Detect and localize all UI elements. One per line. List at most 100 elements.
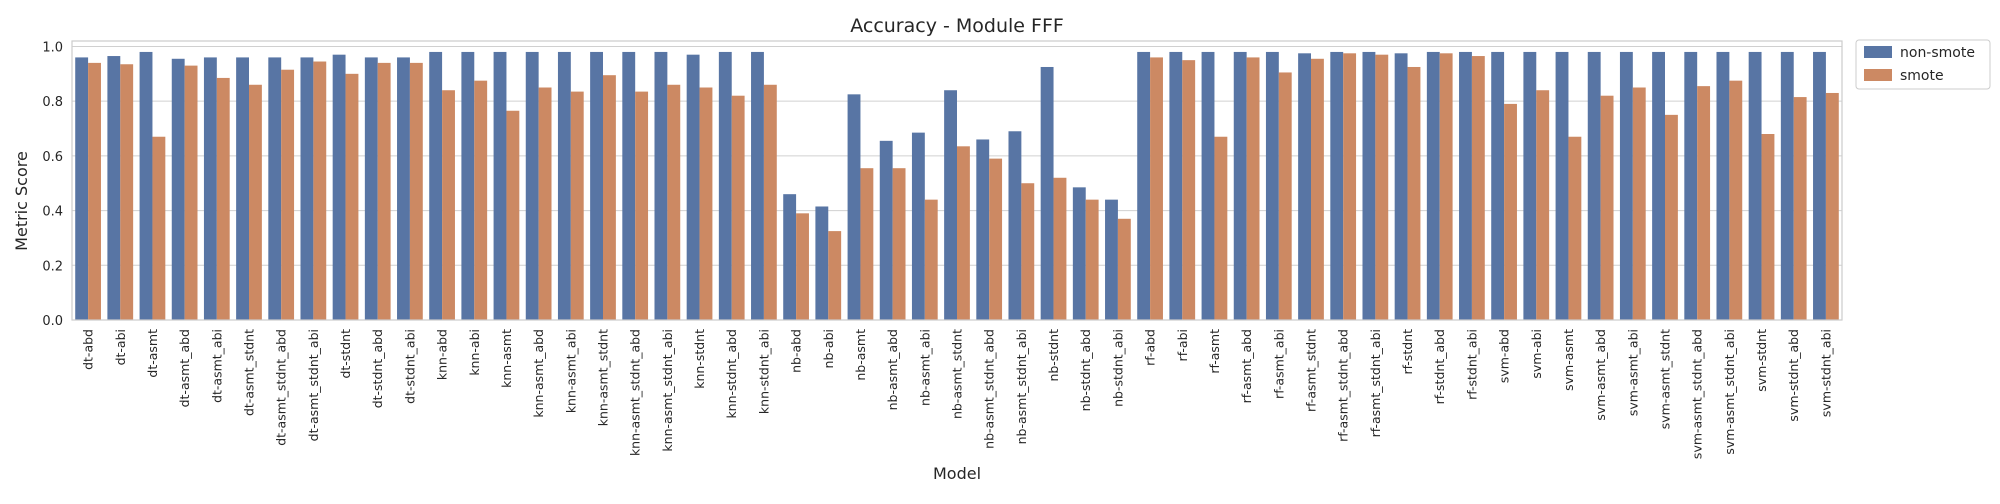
bar-non-smote-dt-stdnt_abi (397, 57, 410, 320)
x-tick-label: dt-asmt_stdnt_abi (306, 329, 321, 441)
y-tick-label: 0.0 (42, 314, 63, 329)
bar-non-smote-knn-abi (461, 51, 475, 321)
bar-non-smote-rf-abi (1169, 51, 1183, 321)
legend-label-smote: smote (1900, 68, 1944, 84)
bar-non-smote-dt-asmt_stdnt_abi (300, 57, 314, 320)
y-tick-label: 1.0 (42, 40, 63, 55)
y-axis-label: Metric Score (12, 151, 31, 251)
bar-non-smote-dt-asmt_abd (171, 58, 185, 320)
bar-non-smote-svm-asmt_stdnt (1652, 51, 1665, 321)
bar-non-smote-dt-abd (75, 57, 89, 320)
bar-smote-rf-stdnt_abd (1439, 53, 1453, 320)
bar-smote-knn-abi (474, 80, 488, 320)
x-tick-label: svm-asmt_stdnt (1658, 329, 1673, 429)
bar-smote-svm-abi (1536, 90, 1550, 320)
bar-smote-nb-abi (828, 231, 842, 320)
bar-non-smote-svm-asmt_abi (1619, 51, 1633, 321)
bar-non-smote-rf-stdnt_abd (1426, 51, 1440, 321)
bar-non-smote-dt-stdnt_abd (364, 57, 378, 320)
bar-non-smote-dt-stdnt (332, 54, 346, 320)
bar-non-smote-rf-stdnt_abi (1459, 51, 1472, 321)
bar-smote-dt-asmt_stdnt_abd (281, 69, 295, 321)
bar-smote-rf-asmt_abd (1246, 57, 1260, 320)
bar-smote-knn-asmt_stdnt_abi (667, 84, 681, 320)
bar-non-smote-nb-stdnt (1040, 66, 1054, 320)
x-tick-label: svm-asmt (1561, 329, 1576, 391)
bar-smote-dt-asmt_abd (184, 65, 198, 320)
bar-non-smote-knn-stdnt_abi (751, 51, 764, 321)
x-tick-label: knn-asmt_stdnt_abd (628, 329, 643, 456)
x-tick-label: knn-stdnt_abd (724, 329, 739, 419)
bar-non-smote-svm-asmt_abd (1587, 51, 1601, 321)
bar-smote-dt-stdnt_abd (377, 62, 391, 320)
legend: non-smote smote (1855, 39, 1991, 90)
bar-smote-dt-asmt_abi (216, 77, 230, 320)
legend-swatch-non-smote (1864, 46, 1892, 58)
bar-smote-dt-stdnt (345, 73, 359, 320)
x-tick-label: rf-asmt (1207, 329, 1222, 374)
bar-smote-dt-asmt (152, 136, 166, 320)
bar-non-smote-svm-asmt_stdnt_abd (1684, 51, 1698, 321)
x-tick-label: rf-asmt_stdnt_abd (1336, 329, 1351, 442)
bar-non-smote-dt-asmt_abi (203, 57, 217, 320)
x-tick-label: nb-stdnt_abd (1078, 329, 1093, 411)
bar-smote-dt-abi (120, 64, 134, 320)
bar-non-smote-dt-asmt (139, 51, 153, 321)
bar-non-smote-knn-asmt_abd (525, 51, 539, 321)
x-tick-label: dt-stdnt_abi (402, 329, 417, 404)
x-tick-label: nb-stdnt (1046, 329, 1061, 382)
bar-smote-knn-asmt_abd (538, 87, 552, 320)
bar-smote-rf-abd (1150, 57, 1163, 320)
x-tick-label: svm-stdnt (1754, 329, 1769, 392)
bar-non-smote-knn-asmt_abi (557, 51, 571, 321)
bar-non-smote-knn-asmt_stdnt_abi (654, 51, 668, 321)
x-tick-label: svm-abi (1529, 329, 1544, 379)
x-tick-label: dt-abd (81, 329, 96, 370)
x-tick-label: rf-asmt_stdnt (1304, 329, 1319, 412)
bar-non-smote-svm-stdnt (1748, 51, 1762, 321)
bar-smote-svm-abd (1504, 103, 1517, 320)
x-tick-label: rf-abd (1143, 329, 1158, 366)
bar-smote-rf-stdnt_abi (1471, 56, 1485, 320)
x-tick-label: svm-stdnt_abi (1818, 329, 1833, 417)
x-tick-labels: dt-abd dt-abi dt-asmt dt-asmt_abd dt-asmt_ab… (81, 329, 1834, 459)
bar-smote-dt-stdnt_abi (409, 62, 423, 320)
bar-smote-svm-asmt_stdnt_abi (1729, 80, 1743, 320)
bar-non-smote-knn-stdnt (686, 54, 700, 320)
bar-smote-nb-stdnt_abi (1117, 218, 1131, 320)
bar-non-smote-nb-asmt_stdnt (944, 90, 957, 320)
chart-title: Accuracy - Module FFF (850, 15, 1064, 37)
bar-smote-rf-abi (1182, 60, 1196, 320)
y-tick-label: 0.6 (42, 150, 63, 165)
bar-non-smote-nb-stdnt_abd (1072, 187, 1086, 320)
bar-smote-svm-stdnt_abi (1825, 92, 1839, 321)
x-tick-label: dt-stdnt_abd (370, 329, 385, 408)
x-tick-label: dt-asmt_abi (209, 329, 224, 403)
x-tick-label: svm-asmt_abd (1593, 329, 1608, 421)
bar-smote-nb-stdnt_abd (1085, 199, 1099, 320)
bar-non-smote-knn-asmt_stdnt_abd (622, 51, 636, 321)
x-tick-label: nb-abd (789, 329, 804, 373)
bar-non-smote-nb-asmt_abi (911, 132, 925, 320)
bar-non-smote-dt-abi (107, 56, 121, 320)
x-axis-label: Model (933, 464, 981, 483)
legend-swatch-smote (1864, 69, 1892, 81)
bar-smote-nb-asmt_abi (924, 199, 938, 320)
bar-smote-knn-asmt_stdnt (603, 75, 616, 320)
bar-smote-svm-asmt_stdnt_abd (1697, 86, 1711, 320)
y-tick-labels: 0.0 0.2 0.4 0.6 0.8 1.0 (42, 40, 63, 329)
bar-smote-rf-asmt_abi (1278, 72, 1292, 321)
bar-smote-knn-stdnt_abd (731, 95, 745, 321)
y-tick-label: 0.8 (42, 95, 63, 110)
x-tick-label: svm-asmt_stdnt_abi (1722, 329, 1737, 455)
bar-smote-nb-abd (796, 213, 809, 320)
bar-layer (75, 51, 1839, 321)
bar-non-smote-knn-asmt_stdnt (590, 51, 603, 321)
bar-non-smote-nb-asmt_stdnt_abd (976, 139, 990, 320)
bar-smote-nb-asmt_stdnt_abd (989, 158, 1003, 320)
x-tick-label: nb-asmt_abi (917, 329, 932, 406)
bar-non-smote-nb-asmt_abd (879, 140, 893, 320)
bar-smote-knn-stdnt (699, 87, 713, 320)
x-tick-label: nb-asmt_stdnt (950, 329, 965, 419)
bar-smote-svm-asmt (1568, 136, 1582, 320)
